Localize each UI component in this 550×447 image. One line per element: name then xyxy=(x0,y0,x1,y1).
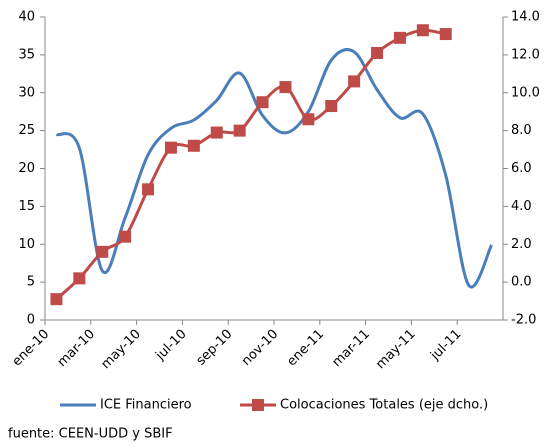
y-tick-label: 15 xyxy=(18,199,35,214)
legend-label: Colocaciones Totales (eje dcho.) xyxy=(280,398,488,413)
y2-tick-label: -2.0 xyxy=(511,313,536,328)
marker xyxy=(439,28,452,41)
marker xyxy=(302,113,315,126)
legend-label: ICE Financiero xyxy=(100,398,192,413)
y2-tick-label: 14.0 xyxy=(511,10,540,25)
marker xyxy=(416,24,429,37)
marker xyxy=(393,31,406,44)
y-tick-label: 25 xyxy=(18,123,35,138)
y2-tick-label: 8.0 xyxy=(511,123,532,138)
marker xyxy=(348,75,361,88)
marker xyxy=(50,293,63,306)
y-tick-label: 30 xyxy=(18,85,35,100)
x-tick-label: jul-11 xyxy=(427,327,464,364)
marker xyxy=(325,100,338,113)
y2-tick-label: 2.0 xyxy=(511,237,532,252)
marker xyxy=(187,139,200,152)
marker xyxy=(119,230,132,243)
y2-tick-label: 10.0 xyxy=(511,85,540,100)
x-tick-label: sep-10 xyxy=(194,327,236,369)
y-tick-label: 10 xyxy=(18,237,35,252)
marker xyxy=(256,96,269,109)
marker xyxy=(164,141,177,154)
y2-tick-label: 4.0 xyxy=(511,199,532,214)
y2-tick-label: 0.0 xyxy=(511,275,532,290)
marker xyxy=(142,183,155,196)
marker xyxy=(233,124,246,137)
source: fuente: CEEN-UDD y SBIF xyxy=(8,427,173,442)
x-tick-label: mar-11 xyxy=(329,327,372,370)
y2-tick-label: 12.0 xyxy=(511,47,540,62)
x-tick-label: jul-10 xyxy=(152,327,189,364)
marker xyxy=(371,46,384,59)
y-tick-label: 0 xyxy=(27,313,35,328)
marker xyxy=(279,81,292,94)
y-tick-label: 40 xyxy=(18,10,35,25)
y-tick-label: 20 xyxy=(18,161,35,176)
x-tick-label: may-11 xyxy=(373,327,418,372)
x-tick-label: mar-10 xyxy=(55,327,98,370)
marker xyxy=(210,126,223,139)
x-tick-label: nov-10 xyxy=(239,327,281,369)
series-line xyxy=(55,48,493,289)
marker xyxy=(73,272,86,285)
x-tick-label: ene-10 xyxy=(10,327,53,370)
series-line xyxy=(55,28,447,301)
y-tick-label: 5 xyxy=(27,275,35,290)
y2-tick-label: 6.0 xyxy=(511,161,532,176)
y-tick-label: 35 xyxy=(18,47,35,62)
x-tick-label: may-10 xyxy=(98,327,143,372)
x-tick-label: ene-11 xyxy=(284,327,327,370)
marker xyxy=(96,245,109,258)
legend-marker xyxy=(252,399,264,411)
